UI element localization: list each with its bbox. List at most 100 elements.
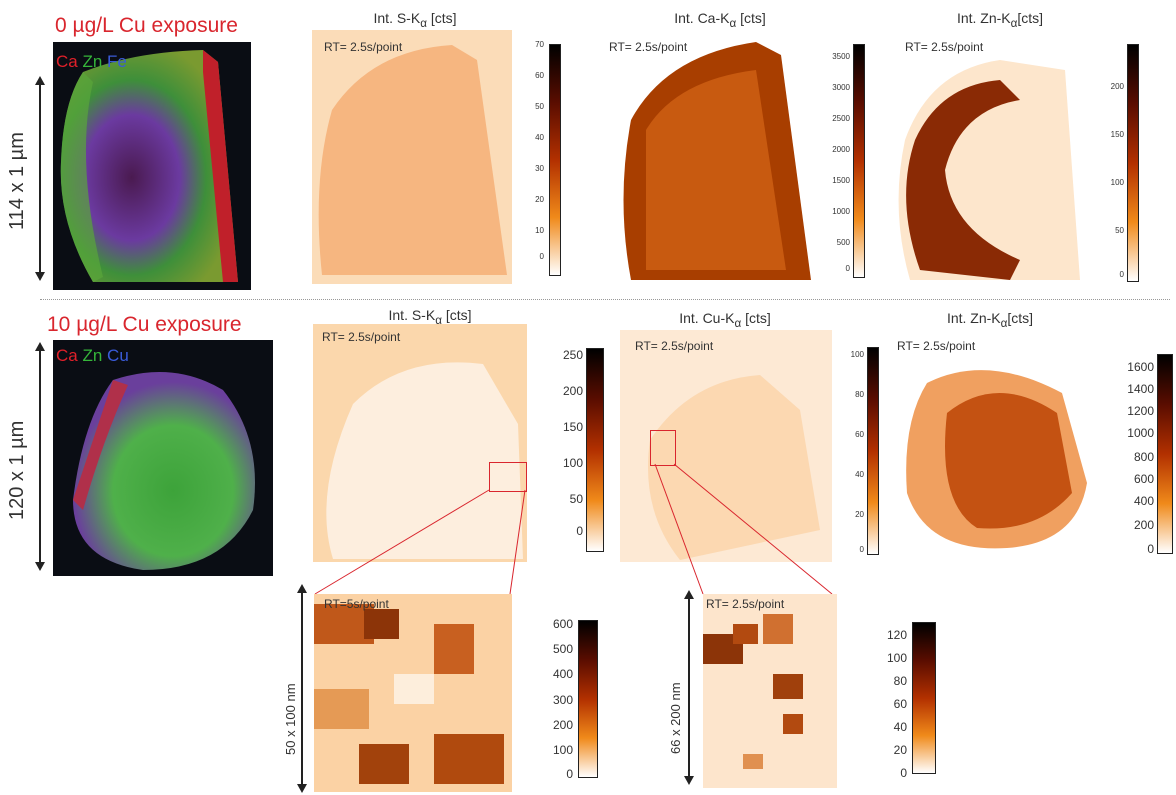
scale-arrow-up-icon <box>35 76 45 85</box>
zoom1-colorbar <box>578 620 598 778</box>
tick: 0 <box>1119 270 1124 279</box>
zoom1-image <box>314 594 512 792</box>
row2-map3-title: Int. Zn-Kα[cts] <box>905 310 1075 330</box>
tick: 50 <box>1115 226 1124 235</box>
zoom2-scale-label: 66 x 200 nm <box>668 682 683 754</box>
map-title-unit: [cts] <box>736 10 766 26</box>
tick: 40 <box>535 133 544 142</box>
map-title-text: Int. Ca-K <box>674 10 730 26</box>
tick: 20 <box>855 510 864 519</box>
tick: 60 <box>535 71 544 80</box>
tick: 100 <box>562 456 583 470</box>
row1-map1-colorbar <box>549 44 561 276</box>
tick: 120 <box>886 628 907 642</box>
tick: 500 <box>552 642 573 656</box>
tick: 0 <box>900 766 907 780</box>
zoom1-rt: RT=5s/point <box>324 597 389 611</box>
row1-map2-rt: RT= 2.5s/point <box>609 40 688 54</box>
channel-ca: Ca <box>56 346 78 365</box>
tick: 1200 <box>1127 404 1154 418</box>
row2-map2-title: Int. Cu-Kα [cts] <box>640 310 810 330</box>
row1-channel-legend: Ca Zn Fe <box>56 52 127 72</box>
tick: 500 <box>836 238 850 247</box>
tick: 200 <box>562 384 583 398</box>
tick: 10 <box>535 226 544 235</box>
row1-map1-rt: RT= 2.5s/point <box>324 40 403 54</box>
scale-arrow-down-icon <box>297 784 307 793</box>
scale-arrow-down-icon <box>684 776 694 785</box>
tick: 80 <box>893 674 907 688</box>
tick: 20 <box>893 743 907 757</box>
scale-arrow-line <box>39 350 41 564</box>
channel-zn: Zn <box>82 52 103 71</box>
map-title-text: Int. S-K <box>373 10 421 26</box>
tick: 60 <box>893 697 907 711</box>
tick: 1000 <box>1127 426 1154 440</box>
row2-map2-rt: RT= 2.5s/point <box>635 339 714 353</box>
row1-map3-title: Int. Zn-Kα[cts] <box>915 10 1085 30</box>
row2-map1-image <box>313 324 527 562</box>
scale-arrow-up-icon <box>297 584 307 593</box>
map-title-text: Int. S-K <box>388 307 436 323</box>
channel-fe: Fe <box>107 52 127 71</box>
tick: 100 <box>850 350 864 359</box>
zoom2-colorbar <box>912 622 936 774</box>
tick: 40 <box>855 470 864 479</box>
map-title-sub: α <box>729 16 737 30</box>
map-title-unit: [cts] <box>1007 310 1034 326</box>
tick: 600 <box>1133 472 1154 486</box>
tick: 300 <box>552 693 573 707</box>
tick: 800 <box>1133 450 1154 464</box>
channel-ca: Ca <box>56 52 78 71</box>
tick: 250 <box>562 348 583 362</box>
tick: 150 <box>1110 130 1124 139</box>
map-title-sub: α <box>420 16 427 30</box>
tick: 200 <box>552 718 573 732</box>
row2-heading: 10 µg/L Cu exposure <box>47 313 242 336</box>
map-title-unit: [cts] <box>1017 10 1044 26</box>
tick: 50 <box>535 102 544 111</box>
row2-map3-rt: RT= 2.5s/point <box>897 339 976 353</box>
tick: 50 <box>569 492 583 506</box>
row2-map1-callout-box <box>489 462 527 492</box>
tick: 20 <box>535 195 544 204</box>
row1-rgb-composite <box>53 42 251 290</box>
row1-map2-title: Int. Ca-Kα [cts] <box>635 10 805 30</box>
zoom2-rt: RT= 2.5s/point <box>706 597 785 611</box>
tick: 200 <box>1133 518 1154 532</box>
row1-map2-colorbar <box>853 44 865 278</box>
row1-map3-rt: RT= 2.5s/point <box>905 40 984 54</box>
tick: 100 <box>552 743 573 757</box>
tick: 400 <box>552 667 573 681</box>
row2-map1-colorbar <box>586 348 604 552</box>
tick: 0 <box>566 767 573 781</box>
map-title-text: Int. Zn-K <box>956 10 1011 26</box>
scale-arrow-line <box>39 84 41 274</box>
tick: 1600 <box>1127 360 1154 374</box>
row-divider <box>40 299 1170 300</box>
channel-zn: Zn <box>82 346 103 365</box>
tick: 400 <box>1133 494 1154 508</box>
row2-rgb-composite <box>53 340 273 576</box>
tick: 150 <box>562 420 583 434</box>
tick: 3500 <box>832 52 850 61</box>
map-title-sub: α <box>1000 316 1008 330</box>
tick: 600 <box>552 617 573 631</box>
tick: 80 <box>855 390 864 399</box>
row2-channel-legend: Ca Zn Cu <box>56 346 129 366</box>
tick: 0 <box>539 252 544 261</box>
tick: 0 <box>1147 542 1154 556</box>
map-title-sub: α <box>435 313 442 327</box>
row1-map2-image <box>616 30 816 284</box>
row2-map2-colorbar <box>867 347 879 555</box>
row1-map1-title: Int. S-Kα [cts] <box>330 10 500 30</box>
tick: 100 <box>1110 178 1124 187</box>
row2-map3-image <box>887 333 1102 563</box>
tick: 2000 <box>832 145 850 154</box>
channel-cu: Cu <box>107 346 129 365</box>
row2-map1-rt: RT= 2.5s/point <box>322 330 401 344</box>
tick: 3000 <box>832 83 850 92</box>
row1-heading: 0 µg/L Cu exposure <box>55 14 238 37</box>
zoom2-image <box>703 594 837 788</box>
